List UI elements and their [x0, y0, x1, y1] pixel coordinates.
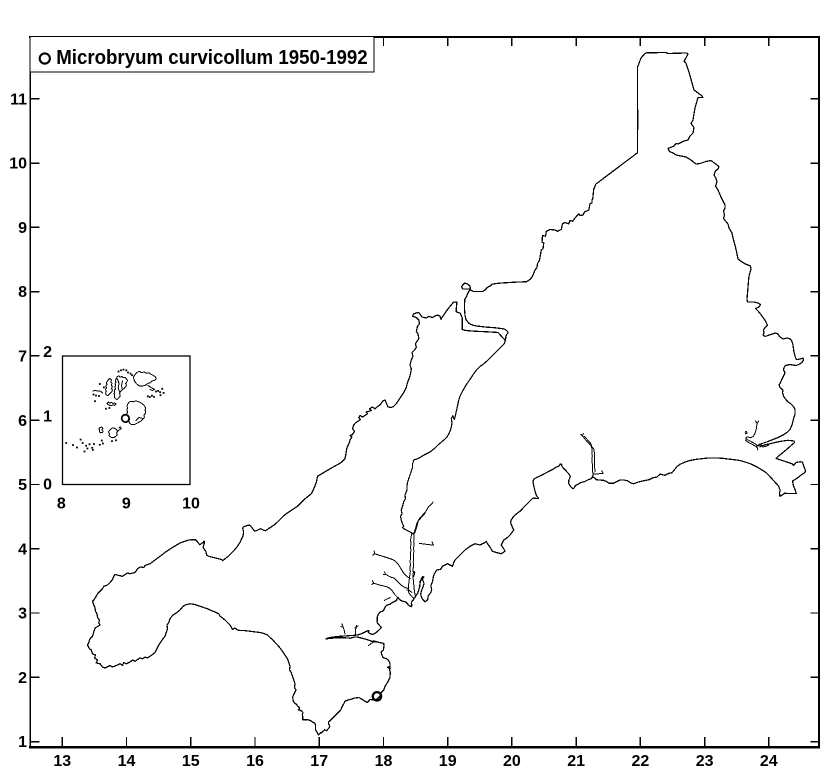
svg-text:14: 14	[118, 753, 136, 768]
svg-text:15: 15	[182, 753, 200, 768]
svg-text:13: 13	[53, 753, 71, 768]
svg-text:7: 7	[18, 349, 27, 366]
svg-text:6: 6	[18, 413, 27, 430]
svg-text:0: 0	[43, 477, 52, 494]
svg-text:22: 22	[632, 753, 650, 768]
svg-text:1: 1	[18, 734, 27, 751]
svg-text:17: 17	[310, 753, 328, 768]
svg-text:1: 1	[43, 409, 52, 426]
svg-text:9: 9	[122, 496, 131, 513]
svg-text:18: 18	[375, 753, 393, 768]
svg-text:8: 8	[57, 496, 66, 513]
svg-text:9: 9	[18, 220, 27, 237]
svg-text:2: 2	[18, 670, 27, 687]
svg-text:Microbryum curvicollum 1950-19: Microbryum curvicollum 1950-1992	[56, 47, 368, 69]
svg-text:20: 20	[503, 753, 521, 768]
svg-text:5: 5	[18, 477, 27, 494]
svg-text:11: 11	[10, 91, 27, 108]
svg-text:2: 2	[43, 344, 52, 361]
svg-text:10: 10	[9, 156, 27, 173]
svg-text:16: 16	[246, 753, 264, 768]
svg-text:4: 4	[18, 541, 27, 558]
svg-text:10: 10	[182, 496, 200, 513]
svg-text:19: 19	[439, 753, 457, 768]
svg-text:8: 8	[18, 284, 27, 301]
svg-text:24: 24	[760, 753, 778, 768]
svg-text:23: 23	[696, 753, 714, 768]
svg-text:21: 21	[567, 753, 585, 768]
svg-text:3: 3	[18, 606, 27, 623]
